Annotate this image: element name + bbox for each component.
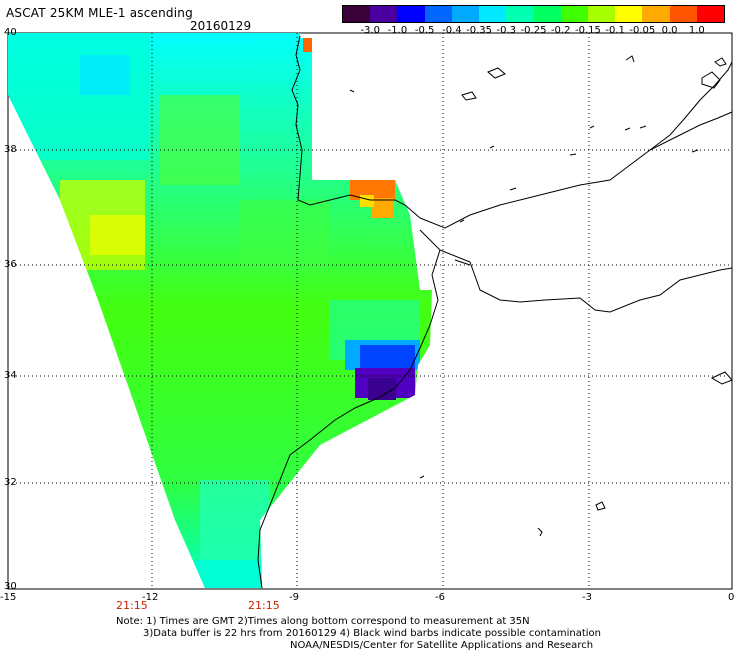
colorbar-segment	[451, 6, 480, 22]
map-title: ASCAT 25KM MLE-1 ascending	[6, 6, 193, 20]
colorbar-tick-label: 0.0	[661, 25, 678, 36]
x-tick-label: -12	[142, 592, 159, 603]
colorbar-segment	[560, 6, 588, 22]
time-label: 21:15	[248, 599, 280, 612]
note-line-1: Note: 1) Times are GMT 2)Times along bot…	[116, 616, 530, 627]
colorbar-tick-label: -0.05	[629, 25, 656, 36]
y-tick-label: 32	[4, 477, 17, 488]
colorbar-tick-label: -0.25	[520, 25, 547, 36]
x-tick-label: -3	[582, 592, 592, 603]
colorbar-tick-label: -0.15	[574, 25, 601, 36]
colorbar-tick-label: -0.1	[605, 25, 625, 36]
colorbar-tick-label: -0.4	[442, 25, 462, 36]
y-tick-label: 40	[4, 27, 17, 38]
colorbar-segment	[397, 6, 425, 22]
colorbar-tick-label: -0.35	[466, 25, 492, 36]
map-frame	[7, 32, 733, 590]
colorbar-segment	[696, 6, 725, 22]
colorbar-tick-label: -0.5	[414, 25, 435, 36]
colorbar-segment	[343, 6, 371, 22]
swath-data-field	[8, 33, 432, 588]
colorbar-tick-label: -0.3	[496, 25, 517, 36]
colorbar-tick-label: -1.0	[387, 25, 408, 36]
colorbar-segment	[587, 6, 616, 22]
colorbar-segment	[669, 6, 697, 22]
lat-lon-grid	[8, 33, 732, 589]
colorbar-tick-label: 1.0	[688, 25, 705, 36]
y-tick-label: 36	[4, 259, 17, 270]
y-tick-label: 34	[4, 370, 17, 381]
x-tick-label: 0	[728, 592, 735, 603]
colorbar-tick-label: -3.0	[360, 25, 380, 36]
y-tick-label: 30	[4, 581, 17, 592]
map-date: 20160129	[190, 19, 252, 33]
x-tick-label: -6	[435, 592, 445, 603]
colorbar-segment	[533, 6, 561, 22]
colorbar-segment	[642, 6, 670, 22]
time-label: 21:15	[116, 599, 148, 612]
x-tick-label: -9	[289, 592, 299, 603]
note-line-3: NOAA/NESDIS/Center for Satellite Applica…	[290, 640, 594, 651]
colorbar-segment	[424, 6, 452, 22]
colorbar-segment	[506, 6, 534, 22]
colorbar-segment	[615, 6, 643, 22]
note-line-2: 3)Data buffer is 22 hrs from 20160129 4)…	[143, 628, 601, 639]
colorbar-segment	[479, 6, 507, 22]
coastlines	[257, 35, 733, 589]
colorbar	[342, 5, 725, 23]
colorbar-segment	[370, 6, 398, 22]
x-tick-label: -15	[0, 592, 17, 603]
y-tick-label: 38	[4, 144, 17, 155]
colorbar-tick-label: -0.2	[550, 25, 571, 36]
